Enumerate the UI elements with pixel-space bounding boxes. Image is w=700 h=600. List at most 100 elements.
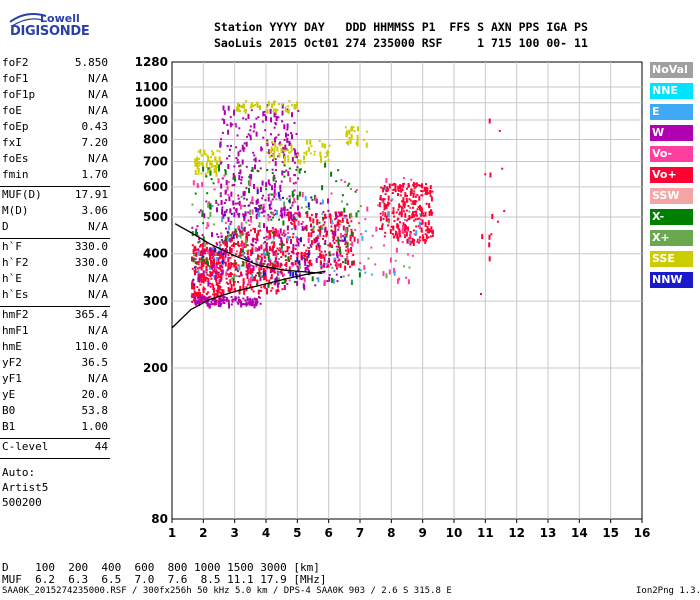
echo-point — [238, 289, 241, 295]
echo-point — [217, 203, 220, 206]
echo-point — [212, 252, 215, 255]
x-tick-label: 6 — [324, 526, 332, 540]
echo-point — [383, 185, 386, 190]
echo-point — [229, 246, 231, 252]
param-row: hmF2 365.4 — [2, 308, 108, 324]
echo-point — [412, 189, 415, 192]
echo-point — [429, 235, 432, 238]
echo-point — [397, 208, 400, 211]
echo-point — [392, 183, 395, 186]
echo-point — [263, 250, 266, 256]
echo-point — [258, 272, 261, 277]
echo-point — [354, 228, 357, 231]
echo-point — [387, 212, 390, 218]
echo-point — [320, 250, 323, 253]
echo-point — [217, 287, 220, 293]
echo-point — [409, 232, 412, 238]
echo-point — [292, 252, 295, 255]
echo-point — [211, 153, 214, 156]
profile-curve — [171, 270, 326, 329]
echo-point — [364, 230, 367, 233]
echo-point — [300, 278, 303, 281]
echo-point — [271, 211, 274, 214]
echo-point — [249, 229, 252, 232]
echo-point — [205, 200, 208, 203]
echo-point — [291, 195, 294, 198]
echo-point — [215, 283, 218, 286]
echo-point — [281, 288, 284, 291]
echo-point — [217, 300, 220, 303]
echo-point — [301, 277, 304, 280]
param-row: h`E N/A — [2, 272, 108, 288]
param-name: M(D) — [2, 204, 29, 217]
echo-point — [215, 257, 218, 263]
echo-point — [296, 158, 299, 164]
echo-point — [241, 303, 244, 306]
echo-point — [397, 185, 400, 191]
echo-point — [275, 198, 278, 201]
echo-point — [200, 280, 203, 283]
echo-point — [370, 246, 373, 249]
echo-point — [203, 258, 206, 264]
echo-point — [262, 242, 265, 245]
echo-point — [350, 220, 353, 223]
echo-point — [275, 289, 278, 295]
echo-point — [207, 277, 210, 283]
echo-point — [336, 221, 339, 227]
param-value: 1.70 — [81, 168, 109, 181]
echo-point — [245, 270, 248, 273]
echo-point — [324, 227, 327, 233]
echo-point — [271, 240, 274, 243]
echo-point — [349, 138, 352, 144]
echo-point — [279, 271, 282, 274]
echo-point — [314, 196, 317, 202]
echo-point — [284, 149, 287, 152]
echo-point — [233, 175, 236, 178]
echo-point — [340, 212, 343, 215]
echo-point — [391, 192, 394, 194]
echo-point — [235, 125, 238, 128]
echo-point — [333, 234, 335, 240]
echo-point — [218, 251, 221, 257]
x-tick-label: 12 — [508, 526, 525, 540]
echo-point — [393, 220, 396, 223]
echo-point — [229, 223, 232, 225]
echo-point — [223, 119, 226, 125]
echo-point — [234, 202, 237, 205]
echo-point — [268, 204, 271, 210]
echo-point — [206, 155, 209, 158]
echo-point — [239, 250, 242, 253]
echo-point — [242, 261, 245, 267]
legend-item-vo: Vo- — [650, 146, 693, 162]
echo-point — [325, 235, 328, 238]
echo-point — [229, 251, 232, 254]
echo-point — [210, 303, 213, 306]
echo-point — [300, 206, 303, 209]
echo-point — [212, 248, 215, 253]
echo-point — [272, 216, 275, 219]
echo-point — [402, 222, 405, 228]
echo-point — [205, 242, 208, 245]
echo-point — [401, 225, 404, 230]
echo-point — [250, 103, 253, 106]
echo-point — [226, 230, 229, 233]
echo-point — [196, 167, 199, 170]
echo-point — [405, 226, 408, 229]
echo-point — [342, 234, 345, 237]
echo-point — [194, 160, 197, 166]
echo-point — [491, 214, 494, 219]
param-row: foEs N/A — [2, 152, 108, 168]
echo-point — [263, 262, 266, 265]
echo-point — [289, 211, 292, 217]
echo-point — [227, 299, 230, 305]
echo-point — [274, 100, 276, 103]
echo-point — [238, 165, 241, 168]
echo-point — [238, 298, 240, 301]
echo-point — [330, 244, 333, 247]
echo-point — [227, 129, 230, 135]
echo-point — [202, 278, 205, 284]
echo-point — [226, 273, 229, 276]
echo-point — [205, 175, 208, 178]
echo-point — [319, 155, 322, 158]
echo-point — [249, 125, 252, 128]
